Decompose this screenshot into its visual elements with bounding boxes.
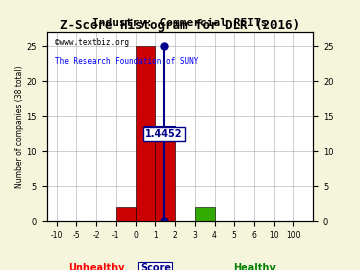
Text: Industry: Commercial REITs: Industry: Commercial REITs [92, 18, 268, 28]
Y-axis label: Number of companies (38 total): Number of companies (38 total) [15, 66, 24, 188]
Text: The Research Foundation of SUNY: The Research Foundation of SUNY [55, 57, 198, 66]
Text: 1.4452: 1.4452 [145, 129, 183, 139]
Text: Unhealthy: Unhealthy [68, 263, 125, 270]
Bar [155, 130, 175, 221]
Bar [195, 207, 215, 221]
Text: Healthy: Healthy [233, 263, 275, 270]
Bar [136, 46, 155, 221]
Bar [116, 207, 136, 221]
Text: Score: Score [140, 263, 171, 270]
Text: ©www.textbiz.org: ©www.textbiz.org [55, 38, 129, 47]
Title: Z-Score Histogram for DLR (2016): Z-Score Histogram for DLR (2016) [60, 19, 300, 32]
